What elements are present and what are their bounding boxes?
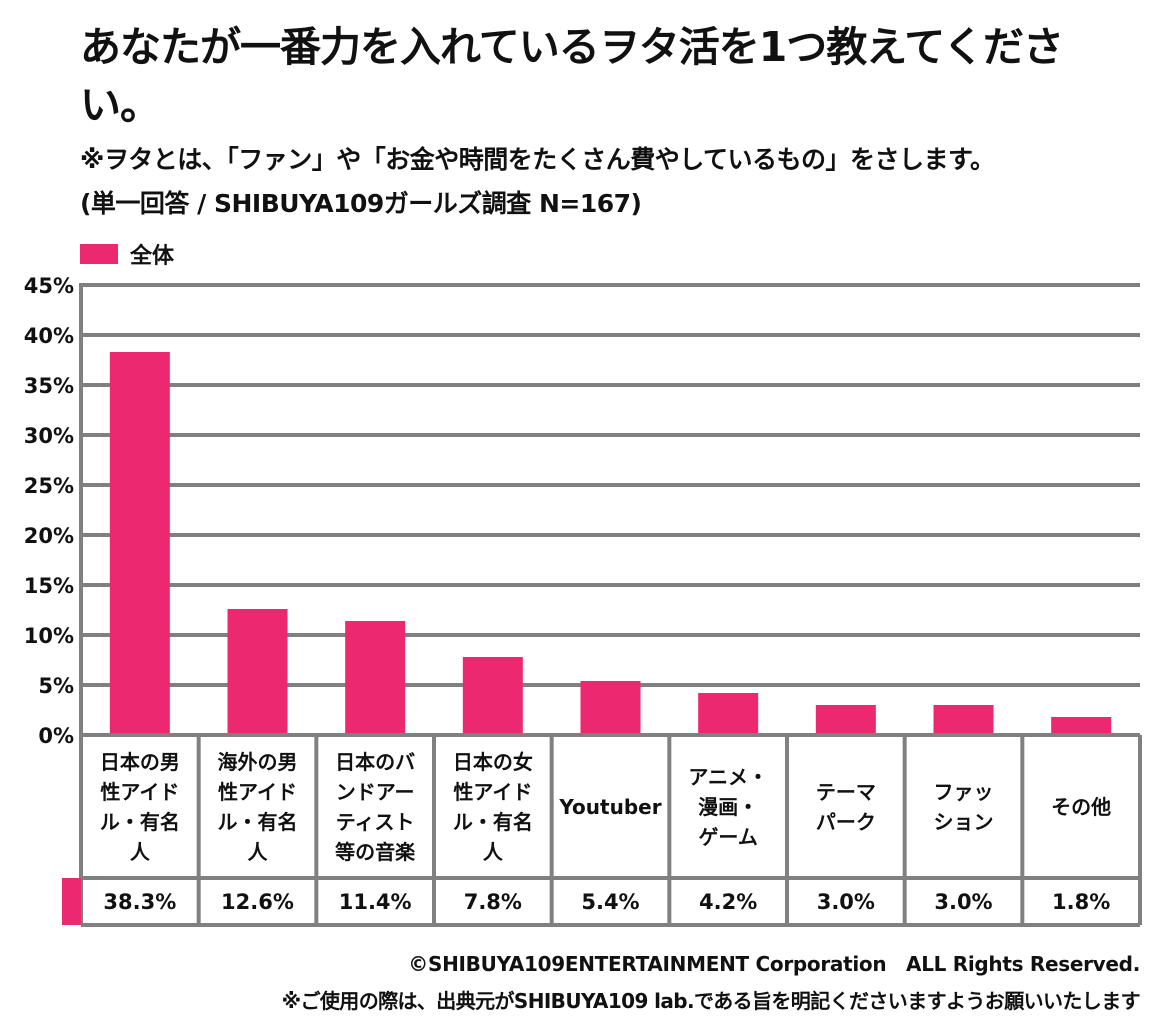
x-tick-label: 日本の男 性アイド ル・有名 人 [99,749,180,864]
y-tick-label: 10% [24,624,74,648]
x-tick-label: テーマ パーク [815,779,876,834]
data-label: 1.8% [1052,889,1111,914]
y-tick-label: 20% [24,524,74,548]
bar [227,609,288,735]
x-tick-label: 日本のバ ンドアー ティスト 等の音楽 [335,749,416,864]
x-tick-label: 日本の女 性アイド ル・有名 人 [452,749,533,864]
y-tick-label: 35% [24,374,74,398]
bar [109,352,170,735]
x-tick-label: その他 [1051,794,1112,819]
data-label: 4.2% [699,889,758,914]
y-tick-label: 40% [24,324,74,348]
data-label: 11.4% [338,889,412,914]
table-series-swatch [62,878,81,925]
bar [698,693,759,735]
y-tick-label: 0% [38,724,74,748]
bar [815,705,876,735]
x-tick-label: ファッ ション [933,779,994,834]
bar [462,657,523,735]
x-tick-label: Youtuber [559,794,662,819]
legend-label: 全体 [130,244,175,269]
y-tick-label: 15% [24,574,74,598]
y-tick-label: 5% [38,674,74,698]
bar [580,681,641,735]
y-tick-label: 45% [24,274,74,298]
x-tick-label: アニメ・ 漫画・ ゲーム [688,764,768,849]
bar [345,621,406,735]
data-label: 3.0% [816,889,875,914]
footer-copyright: ©SHIBUYA109ENTERTAINMENT Corporation ALL… [408,952,1140,976]
data-label: 12.6% [221,889,294,914]
bar [1051,717,1112,735]
chart-subtitle-note: ※ヲタとは、「ファン」や「お金や時間をたくさん費やしているもの」をさします。 [80,145,995,174]
bar-chart: 0% 5% 10% 15% 20% 25% 30% 35% 40% 45% [24,274,1142,927]
data-label: 5.4% [581,889,640,914]
data-label: 38.3% [103,889,177,914]
bar [933,705,994,735]
legend: 全体 [80,238,174,270]
y-tick-label: 30% [24,424,74,448]
legend-swatch [80,244,118,264]
data-label: 3.0% [934,889,993,914]
y-tick-label: 25% [24,474,74,498]
chart-subtitle-survey-info: (単一回答 / SHIBUYA109ガールズ調査 N=167) [80,189,642,218]
chart-title: あなたが一番力を入れているヲタ活を1つ教えてください。 [80,23,1064,129]
x-tick-label: 海外の男 性アイド ル・有名 人 [217,749,298,864]
data-label: 7.8% [463,889,522,914]
footer-notice: ※ご使用の際は、出典元がSHIBUYA109 lab.である旨を明記くださいます… [281,989,1141,1013]
